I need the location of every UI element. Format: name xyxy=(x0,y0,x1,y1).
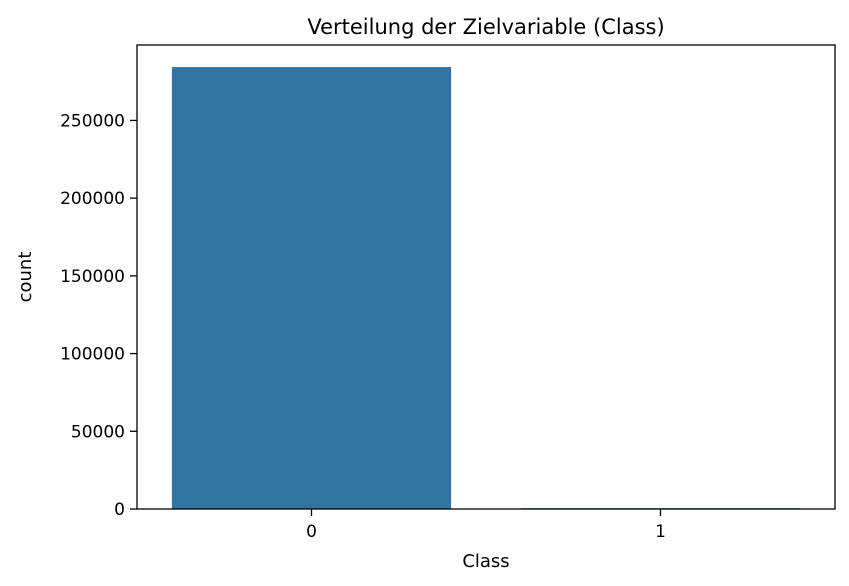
x-tick-label: 1 xyxy=(655,522,666,542)
y-tick-label: 50000 xyxy=(71,422,125,442)
y-tick-label: 0 xyxy=(114,500,125,520)
chart-title: Verteilung der Zielvariable (Class) xyxy=(307,15,664,39)
y-axis-label: count xyxy=(15,252,36,303)
x-tick-label: 0 xyxy=(306,522,317,542)
plot-area-frame xyxy=(136,44,836,510)
x-axis-label: Class xyxy=(462,551,509,572)
y-tick-label: 150000 xyxy=(60,267,125,287)
y-tick-label: 250000 xyxy=(60,111,125,131)
y-tick-label: 200000 xyxy=(60,189,125,209)
y-tick-label: 100000 xyxy=(60,345,125,365)
bar-class-0 xyxy=(171,67,452,510)
